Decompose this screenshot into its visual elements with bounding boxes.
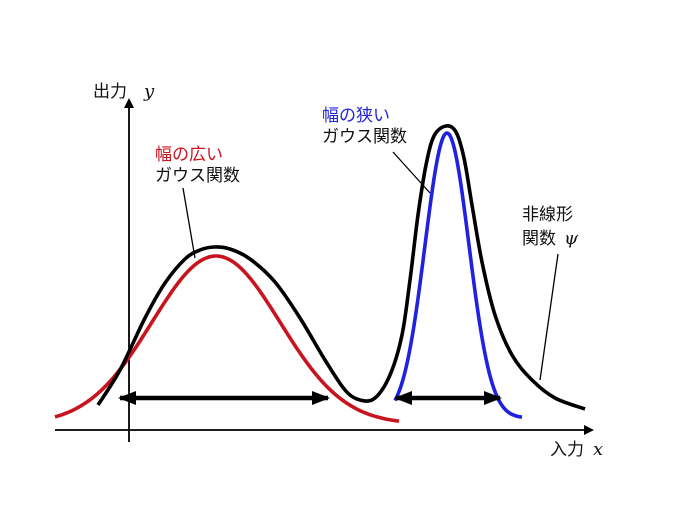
nonlinear-subtitle: 関数 [522, 229, 556, 249]
wide-gaussian-curve [54, 254, 400, 423]
nonlinear-function-curve [96, 124, 586, 411]
wide-gaussian-title: 幅の広い [155, 145, 223, 165]
narrow-gaussian-title: 幅の狭い [322, 106, 390, 126]
nonlinear-symbol: ψ [564, 228, 579, 249]
nonlinear-leader-line [539, 253, 559, 381]
wide-gaussian-subtitle: ガウス関数 [155, 166, 240, 186]
x-axis-symbol: x [593, 439, 603, 460]
nonlinear-title: 非線形 [522, 205, 573, 225]
wide-leader-line [182, 187, 196, 259]
y-axis-symbol: y [143, 81, 155, 102]
y-axis-label: 出力 [93, 82, 127, 102]
x-axis-label: 入力 [550, 440, 584, 460]
narrow-gaussian-subtitle: ガウス関数 [322, 127, 407, 147]
narrow-leader-line [392, 151, 431, 194]
